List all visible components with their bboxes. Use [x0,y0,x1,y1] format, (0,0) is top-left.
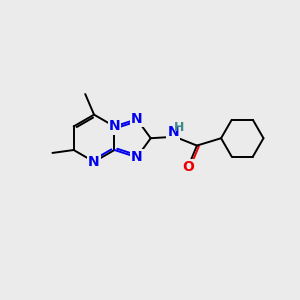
Text: N: N [109,119,120,134]
Text: N: N [131,112,143,126]
Text: O: O [182,160,194,174]
Text: N: N [88,155,100,169]
Text: H: H [174,121,184,134]
Text: N: N [131,150,143,164]
Text: N: N [168,125,179,139]
